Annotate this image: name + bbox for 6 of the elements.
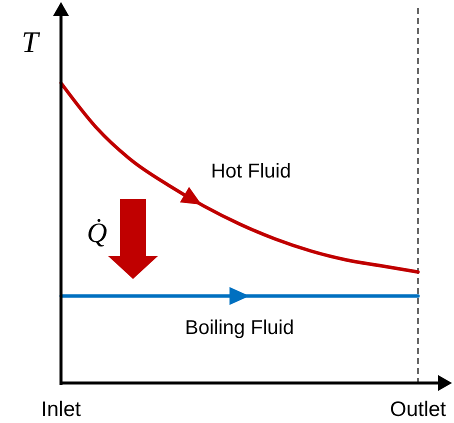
annotation: Q̇ bbox=[86, 218, 108, 249]
series-label: Boiling Fluid bbox=[185, 317, 294, 339]
y-axis-title: T bbox=[22, 26, 41, 59]
x-tick-label: Inlet bbox=[41, 398, 82, 421]
series-label: Hot Fluid bbox=[210, 160, 291, 183]
x-tick-label: Outlet bbox=[390, 398, 446, 421]
